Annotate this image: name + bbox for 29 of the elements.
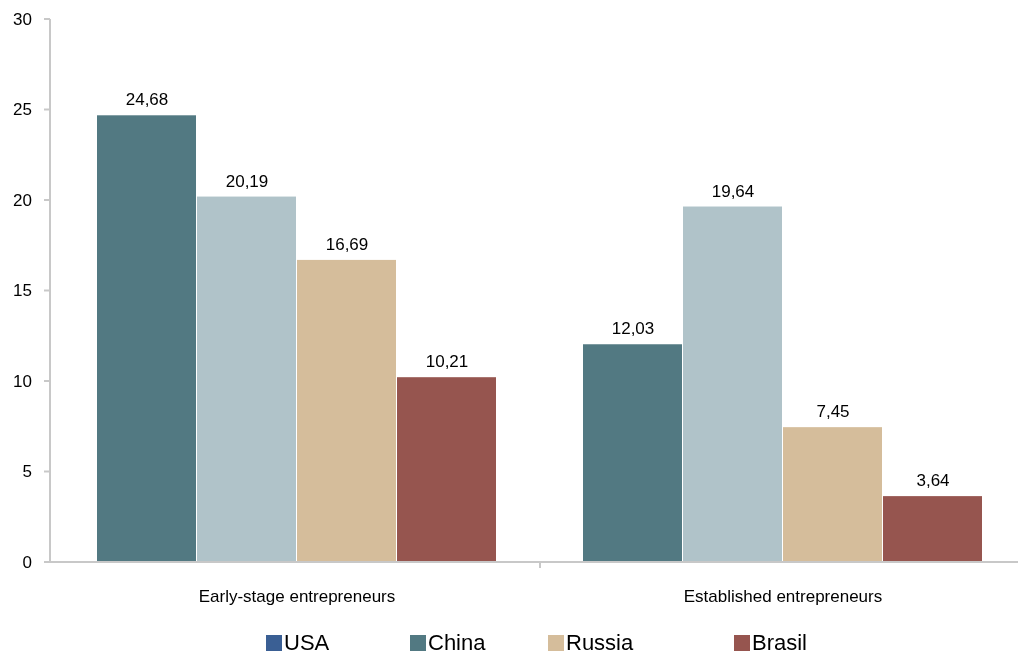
legend-label: Brasil — [752, 630, 808, 655]
legend-label: Russia — [566, 630, 635, 655]
data-label: 16,69 — [325, 234, 369, 254]
y-tick-label: 15 — [13, 281, 32, 301]
data-label: 10,21 — [425, 352, 469, 372]
y-tick-label: 10 — [13, 371, 32, 391]
bar — [397, 377, 496, 562]
legend-label: USA — [284, 630, 330, 655]
bar — [297, 259, 396, 562]
data-label: 20,19 — [225, 171, 269, 191]
data-label: 7,45 — [816, 402, 850, 422]
data-label: 3,64 — [916, 471, 950, 491]
bar — [97, 115, 196, 562]
data-label: 19,64 — [711, 181, 755, 201]
y-tick-label: 20 — [13, 190, 32, 210]
bar — [883, 496, 982, 562]
bar — [583, 344, 682, 562]
y-tick-label: 0 — [22, 552, 32, 572]
bar — [683, 206, 782, 562]
y-tick-label: 25 — [13, 100, 32, 120]
data-label: 24,68 — [125, 90, 169, 110]
y-tick-label: 30 — [13, 9, 32, 29]
legend-label: China — [428, 630, 487, 655]
y-tick-label: 5 — [22, 462, 32, 482]
data-label: 12,03 — [611, 319, 655, 339]
bar — [197, 196, 296, 562]
bar — [783, 427, 882, 562]
x-tick-label: Early-stage entrepreneurs — [198, 587, 396, 606]
x-tick-label: Established entrepreneurs — [683, 587, 883, 606]
